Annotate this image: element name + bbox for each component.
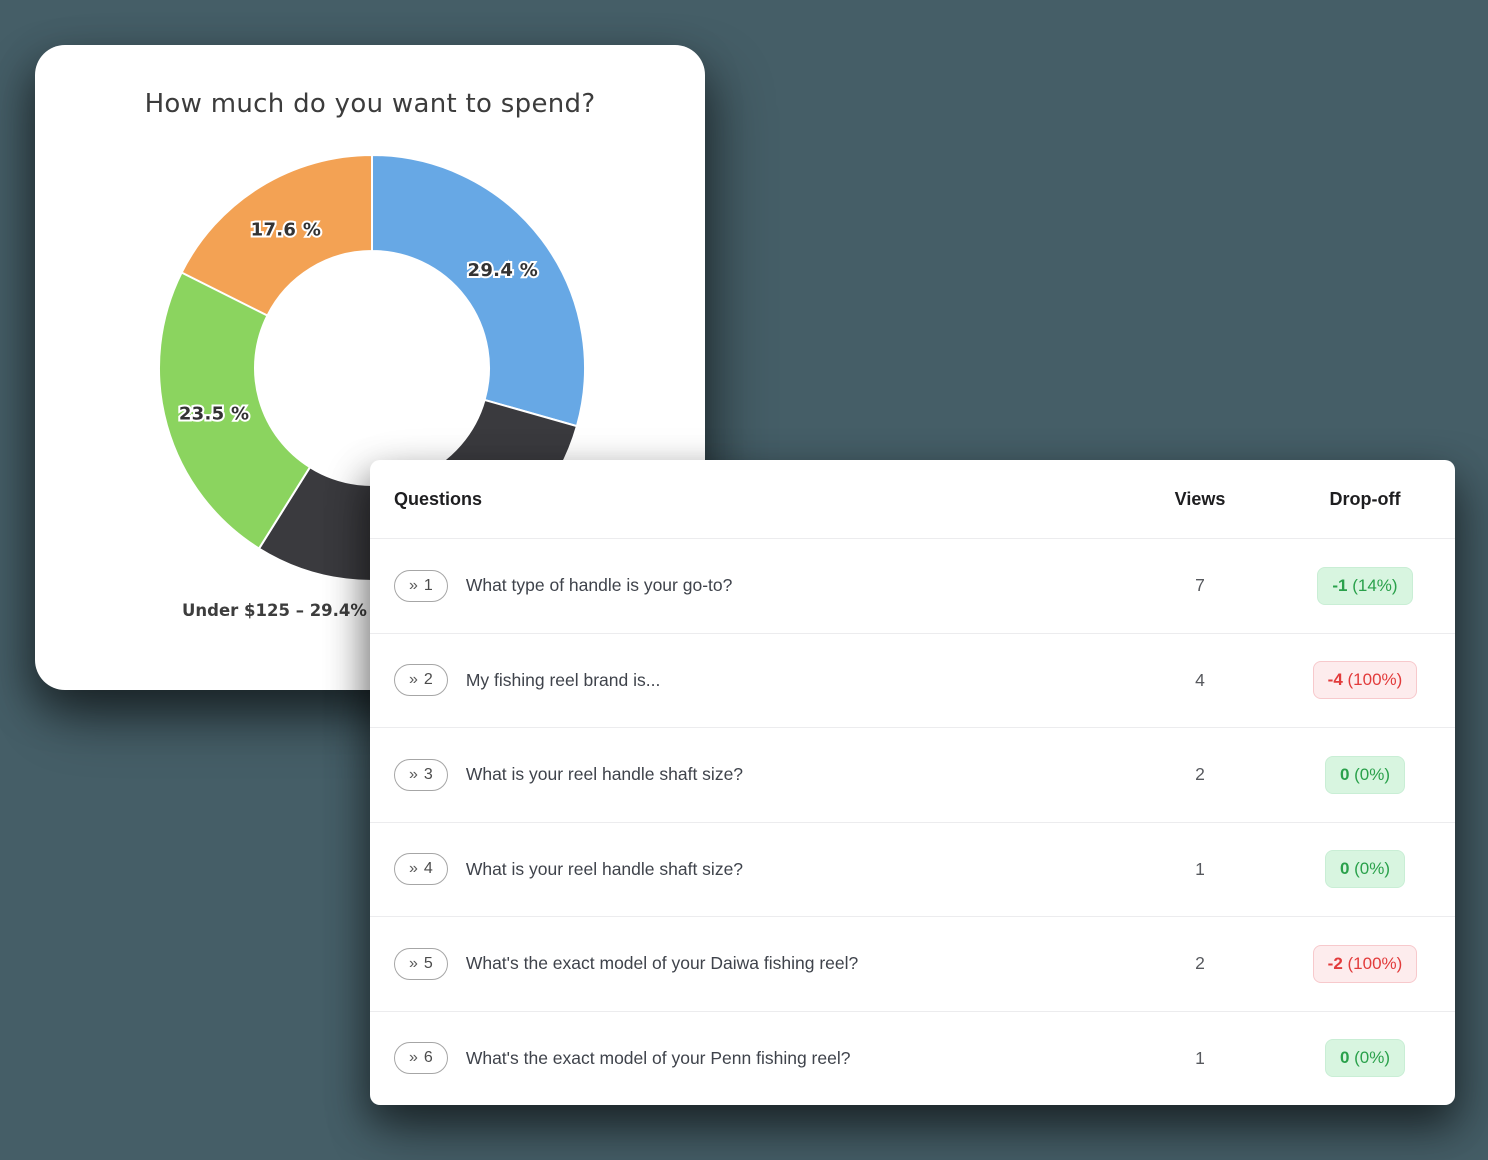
slice-percent-label: 17.6 % bbox=[251, 219, 322, 240]
table-row[interactable]: » 3 What is your reel handle shaft size? 2 0… bbox=[370, 727, 1455, 822]
dropoff-cell: 0 (0%) bbox=[1285, 1039, 1445, 1078]
slice-percent-label: 29.4 % bbox=[468, 260, 539, 281]
views-count: 1 bbox=[1195, 858, 1205, 879]
question-number-pill[interactable]: » 4 bbox=[394, 853, 448, 886]
question-number-pill[interactable]: » 5 bbox=[394, 947, 448, 980]
question-number-pill[interactable]: » 3 bbox=[394, 758, 448, 791]
views-count: 4 bbox=[1195, 669, 1205, 690]
dropoff-badge: -2 (100%) bbox=[1312, 944, 1418, 983]
chart-slice[interactable] bbox=[371, 153, 586, 428]
table-header: Questions Views Drop-off bbox=[370, 460, 1455, 538]
chevron-right-icon: » bbox=[409, 671, 418, 689]
question-label: What type of handle is your go-to? bbox=[465, 575, 733, 596]
dropoff-cell: -4 (100%) bbox=[1285, 661, 1445, 700]
dropoff-cell: 0 (0%) bbox=[1285, 755, 1445, 794]
dropoff-badge: 0 (0%) bbox=[1324, 850, 1406, 889]
views-count: 1 bbox=[1195, 1047, 1205, 1068]
dropoff-cell: 0 (0%) bbox=[1285, 850, 1445, 889]
question-number-pill[interactable]: » 6 bbox=[394, 1042, 448, 1075]
dropoff-badge: -1 (14%) bbox=[1317, 566, 1413, 605]
questions-table-card: Questions Views Drop-off » 1 What type of … bbox=[370, 460, 1455, 1105]
question-label: My fishing reel brand is... bbox=[465, 669, 661, 690]
table-row[interactable]: » 4 What is your reel handle shaft size? 1 0… bbox=[370, 821, 1455, 917]
views-count: 2 bbox=[1195, 953, 1205, 974]
header-dropoff: Drop-off bbox=[1329, 488, 1401, 509]
question-label: What is your reel handle shaft size? bbox=[465, 764, 744, 785]
dropoff-cell: -2 (100%) bbox=[1285, 944, 1445, 983]
views-count: 2 bbox=[1195, 764, 1205, 785]
chevron-right-icon: » bbox=[409, 765, 418, 783]
dropoff-cell: -1 (14%) bbox=[1285, 566, 1445, 605]
header-questions: Questions bbox=[394, 488, 483, 509]
slice-percent-label: 23.5 % bbox=[179, 403, 250, 424]
question-number-pill[interactable]: » 1 bbox=[394, 569, 448, 602]
dropoff-badge: 0 (0%) bbox=[1324, 755, 1406, 794]
chevron-right-icon: » bbox=[409, 860, 418, 878]
chart-caption: Under $125 – 29.4% bbox=[182, 601, 367, 620]
dropoff-badge: -4 (100%) bbox=[1312, 661, 1418, 700]
header-views: Views bbox=[1174, 488, 1226, 509]
chart-title: How much do you want to spend? bbox=[144, 89, 596, 119]
table-row[interactable]: » 5 What's the exact model of your Daiwa f… bbox=[370, 916, 1455, 1011]
views-count: 7 bbox=[1195, 575, 1205, 596]
question-label: What's the exact model of your Penn fish… bbox=[465, 1047, 851, 1068]
question-label: What's the exact model of your Daiwa fis… bbox=[465, 953, 859, 974]
question-label: What is your reel handle shaft size? bbox=[465, 858, 744, 879]
table-row[interactable]: » 1 What type of handle is your go-to? 7 -1 … bbox=[370, 538, 1455, 633]
dropoff-badge: 0 (0%) bbox=[1324, 1039, 1406, 1078]
table-row[interactable]: » 6 What's the exact model of your Penn fi… bbox=[370, 1010, 1455, 1106]
chart-slice[interactable] bbox=[180, 153, 373, 317]
table-row[interactable]: » 2 My fishing reel brand is... 4 -4 (100%) bbox=[370, 632, 1455, 728]
chevron-right-icon: » bbox=[409, 1049, 418, 1067]
chevron-right-icon: » bbox=[409, 576, 418, 594]
question-number-pill[interactable]: » 2 bbox=[394, 664, 448, 697]
chart-slice[interactable] bbox=[158, 271, 312, 550]
chevron-right-icon: » bbox=[409, 954, 418, 972]
